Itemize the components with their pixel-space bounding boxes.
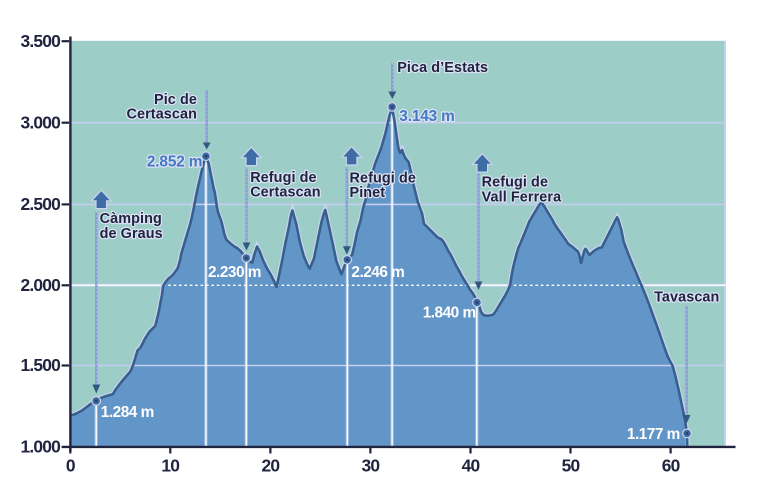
svg-text:de Graus: de Graus bbox=[100, 226, 163, 242]
svg-text:2.852 m: 2.852 m bbox=[147, 154, 202, 171]
svg-text:0: 0 bbox=[66, 455, 75, 475]
svg-text:40: 40 bbox=[462, 455, 480, 475]
svg-text:Refugi de: Refugi de bbox=[350, 170, 416, 186]
svg-text:1.000: 1.000 bbox=[20, 437, 60, 457]
svg-text:3.500: 3.500 bbox=[20, 31, 60, 51]
svg-text:30: 30 bbox=[362, 455, 380, 475]
svg-text:Certascan: Certascan bbox=[127, 107, 198, 123]
svg-text:1.284 m: 1.284 m bbox=[101, 404, 154, 421]
svg-text:2.500: 2.500 bbox=[20, 194, 60, 214]
svg-text:50: 50 bbox=[562, 455, 580, 475]
svg-text:3.143 m: 3.143 m bbox=[399, 108, 454, 125]
svg-text:60: 60 bbox=[662, 455, 680, 475]
svg-text:10: 10 bbox=[161, 455, 179, 475]
svg-text:1.177 m: 1.177 m bbox=[627, 426, 680, 443]
svg-text:20: 20 bbox=[262, 455, 280, 475]
svg-text:2.000: 2.000 bbox=[20, 275, 60, 295]
svg-text:Refugi de: Refugi de bbox=[482, 175, 548, 191]
svg-text:Vall Ferrera: Vall Ferrera bbox=[482, 189, 562, 205]
svg-text:3.000: 3.000 bbox=[20, 112, 60, 132]
svg-text:2.230 m: 2.230 m bbox=[208, 264, 261, 281]
svg-text:1.500: 1.500 bbox=[20, 355, 60, 375]
svg-text:Refugi de: Refugi de bbox=[250, 170, 316, 186]
svg-text:Tavascan: Tavascan bbox=[654, 289, 719, 305]
svg-text:1.840 m: 1.840 m bbox=[423, 304, 476, 321]
svg-text:Certascan: Certascan bbox=[250, 184, 321, 200]
svg-text:Pic de: Pic de bbox=[154, 92, 197, 108]
svg-text:Càmping: Càmping bbox=[100, 211, 162, 227]
svg-text:2.246 m: 2.246 m bbox=[351, 264, 404, 281]
svg-text:Pica d’Estats: Pica d’Estats bbox=[397, 60, 488, 76]
svg-text:Pinet: Pinet bbox=[350, 185, 386, 201]
